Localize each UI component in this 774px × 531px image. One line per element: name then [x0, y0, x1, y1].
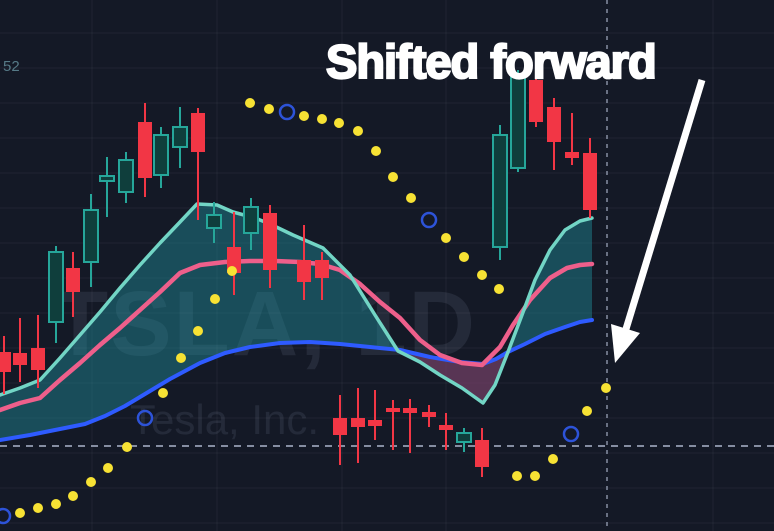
indicator-circle [136, 409, 154, 427]
candle-down[interactable] [386, 400, 400, 450]
candle-up[interactable] [510, 70, 526, 172]
sar-dot [601, 383, 611, 393]
ma-upper-line [0, 202, 594, 405]
candle-up[interactable] [492, 125, 508, 260]
candle-up[interactable] [206, 202, 222, 243]
candle-up[interactable] [243, 198, 259, 250]
candle-down[interactable] [315, 252, 329, 300]
sar-dot [494, 284, 504, 294]
candle-down[interactable] [565, 113, 579, 165]
annotation-text[interactable]: Shifted forward [325, 34, 658, 89]
sar-dot [353, 126, 363, 136]
watermark-company-name: Tesla, Inc. [130, 396, 320, 443]
candle-down[interactable] [31, 315, 45, 388]
ma-lower-line [0, 318, 594, 442]
sar-dot [245, 98, 255, 108]
sar-dot [334, 118, 344, 128]
sar-dot [441, 233, 451, 243]
candle-down[interactable] [297, 225, 311, 300]
candle-down[interactable] [13, 318, 27, 382]
price-axis-label: 52 [3, 58, 20, 75]
candle-down[interactable] [422, 405, 436, 427]
indicator-circle [278, 103, 296, 121]
sar-dot [103, 463, 113, 473]
candle-up[interactable] [48, 246, 64, 343]
sar-dot [264, 104, 274, 114]
candle-up[interactable] [172, 107, 188, 168]
sar-dot [68, 491, 78, 501]
annotation-arrow[interactable] [611, 78, 706, 363]
candle-up[interactable] [456, 428, 472, 452]
sar-dot [477, 270, 487, 280]
sar-dot [51, 499, 61, 509]
indicator-circle [562, 425, 580, 443]
candles-layer [0, 70, 597, 477]
sar-dot [406, 193, 416, 203]
indicator-circle [420, 211, 438, 229]
candle-up[interactable] [118, 152, 134, 203]
candle-down[interactable] [529, 74, 543, 127]
sar-dot [176, 353, 186, 363]
sar-dot [227, 266, 237, 276]
sar-dot [317, 114, 327, 124]
arrowhead-icon [611, 324, 640, 363]
sar-dot [158, 388, 168, 398]
candle-down[interactable] [583, 138, 597, 218]
sar-dot [193, 326, 203, 336]
candle-down[interactable] [475, 428, 489, 477]
candle-down[interactable] [0, 336, 11, 394]
candle-up[interactable] [83, 194, 99, 287]
sar-dot [582, 406, 592, 416]
candle-down[interactable] [439, 413, 453, 450]
candle-down[interactable] [138, 103, 152, 197]
candle-down[interactable] [333, 395, 347, 465]
sar-dot [15, 508, 25, 518]
sar-dot [388, 172, 398, 182]
sar-dot [86, 477, 96, 487]
candle-down[interactable] [351, 388, 365, 463]
sar-dot [33, 503, 43, 513]
candle-down[interactable] [263, 205, 277, 288]
sar-dot [548, 454, 558, 464]
sar-dot [210, 294, 220, 304]
candle-down[interactable] [547, 98, 561, 170]
candle-down[interactable] [368, 390, 382, 440]
sar-dot [530, 471, 540, 481]
indicator-circles-layer [0, 103, 580, 525]
sar-dots-layer [15, 98, 611, 518]
sar-dot [371, 146, 381, 156]
candle-down[interactable] [403, 399, 417, 453]
candle-down[interactable] [191, 108, 205, 220]
sar-dot [122, 442, 132, 452]
sar-dot [299, 111, 309, 121]
candle-down[interactable] [66, 252, 80, 317]
candle-up[interactable] [99, 157, 115, 217]
candle-up[interactable] [153, 127, 169, 188]
indicator-circle [0, 507, 12, 525]
sar-dot [459, 252, 469, 262]
sar-dot [512, 471, 522, 481]
ma-ribbon-fill [0, 204, 592, 440]
